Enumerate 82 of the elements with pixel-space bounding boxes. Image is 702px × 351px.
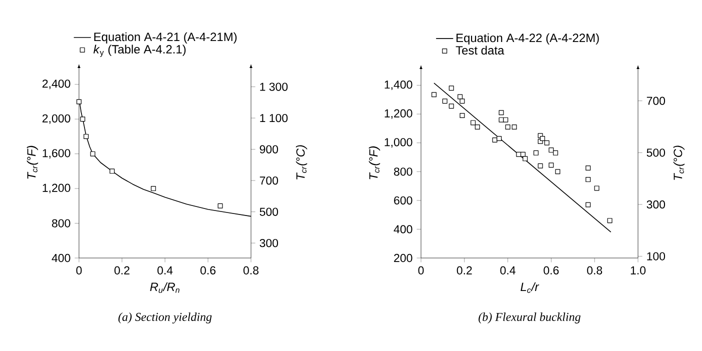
point bbox=[553, 150, 558, 156]
point bbox=[218, 203, 223, 208]
point bbox=[512, 124, 517, 130]
x-tick-label: 0.2 bbox=[114, 266, 130, 274]
y2-tick-label: 300 bbox=[646, 200, 666, 209]
x-tick-label: 0.8 bbox=[243, 266, 258, 274]
y-tick-label: 1,200 bbox=[42, 184, 70, 194]
y2-tick-label: 900 bbox=[260, 145, 278, 154]
y-tick-label: 600 bbox=[394, 196, 412, 204]
point bbox=[110, 168, 115, 174]
point bbox=[505, 124, 510, 130]
y2-tick-label: 700 bbox=[646, 96, 666, 105]
point bbox=[586, 166, 591, 171]
y2-tick-label: 500 bbox=[260, 208, 278, 216]
point bbox=[586, 177, 591, 182]
point bbox=[432, 92, 437, 98]
point bbox=[460, 113, 465, 118]
y2-tick-label: 500 bbox=[646, 148, 666, 157]
y-tick-label: 1,000 bbox=[384, 138, 412, 148]
point bbox=[90, 151, 96, 156]
y-tick-label: 1,200 bbox=[384, 109, 412, 119]
y-axis-title: T$_{cr}$(°F) bbox=[26, 146, 38, 179]
y2-axis-title: T$_{cr}$(°C) bbox=[296, 145, 308, 180]
point bbox=[458, 94, 463, 100]
y2-tick-label: 700 bbox=[260, 176, 278, 185]
legend-label: Test data bbox=[456, 46, 504, 55]
point bbox=[498, 110, 504, 116]
point bbox=[522, 156, 528, 162]
x-tick-label: 0.6 bbox=[544, 266, 559, 274]
y2-tick-label: 300 bbox=[260, 238, 278, 248]
y-tick-label: 200 bbox=[394, 254, 412, 262]
legend-label: k$_{y}$ (Table A-4.2.1) bbox=[94, 44, 186, 57]
text: (a) Section yielding bbox=[118, 312, 212, 324]
point bbox=[538, 163, 543, 168]
point bbox=[594, 186, 600, 191]
x-tick-label: 0.8 bbox=[587, 266, 602, 274]
y-tick-label: 400 bbox=[52, 254, 70, 262]
point bbox=[474, 124, 480, 130]
text: (b) Flexural buckling bbox=[478, 312, 580, 324]
point bbox=[84, 134, 89, 139]
point bbox=[448, 86, 454, 91]
point bbox=[442, 98, 448, 104]
point bbox=[503, 117, 508, 122]
point bbox=[586, 202, 591, 208]
point bbox=[555, 169, 560, 174]
x-tick-label: 0 bbox=[418, 266, 424, 274]
point bbox=[548, 162, 554, 168]
y2-axis-title: T$_{cr}$(°C) bbox=[673, 146, 685, 180]
x-tick-label: 0.4 bbox=[157, 266, 173, 274]
point bbox=[540, 136, 546, 142]
point bbox=[460, 98, 465, 104]
point bbox=[470, 120, 476, 126]
y-tick-label: 1,600 bbox=[42, 149, 70, 159]
point bbox=[76, 99, 82, 104]
y-tick-label: 1,400 bbox=[384, 80, 412, 90]
point bbox=[534, 150, 539, 156]
legend-label: Equation A-4-21 (A-4-21M) bbox=[94, 32, 237, 44]
y-tick-label: 2,000 bbox=[42, 114, 70, 124]
y-tick-label: 400 bbox=[394, 225, 412, 234]
y2-tick-label: 1 100 bbox=[260, 114, 288, 122]
x-axis-title: L$_{c}$/r bbox=[520, 282, 540, 293]
y2-tick-label: 100 bbox=[647, 252, 666, 260]
point bbox=[607, 218, 612, 224]
x-tick-label: 0 bbox=[76, 266, 82, 274]
x-axis-title: R$_{u}$/R$_{n}$ bbox=[150, 282, 180, 293]
point bbox=[516, 152, 522, 157]
point bbox=[448, 104, 454, 109]
point bbox=[496, 136, 502, 142]
x-tick-label: 0.6 bbox=[200, 266, 216, 274]
x-tick-label: 0.4 bbox=[500, 266, 516, 274]
x-tick-label: 1.0 bbox=[630, 266, 646, 274]
y2-tick-label: 1 300 bbox=[260, 82, 288, 91]
point bbox=[80, 116, 86, 122]
point bbox=[548, 148, 554, 153]
y-tick-label: 800 bbox=[52, 219, 70, 228]
y-axis-title: T$_{cr}$(°F) bbox=[368, 146, 380, 180]
y-tick-label: 800 bbox=[394, 168, 412, 176]
point bbox=[544, 140, 550, 146]
x-tick-label: 0.2 bbox=[456, 266, 472, 274]
y-tick-label: 2,400 bbox=[42, 80, 70, 90]
point bbox=[150, 186, 156, 192]
legend-label: Equation A-4-22 (A-4-22M) bbox=[456, 33, 599, 45]
